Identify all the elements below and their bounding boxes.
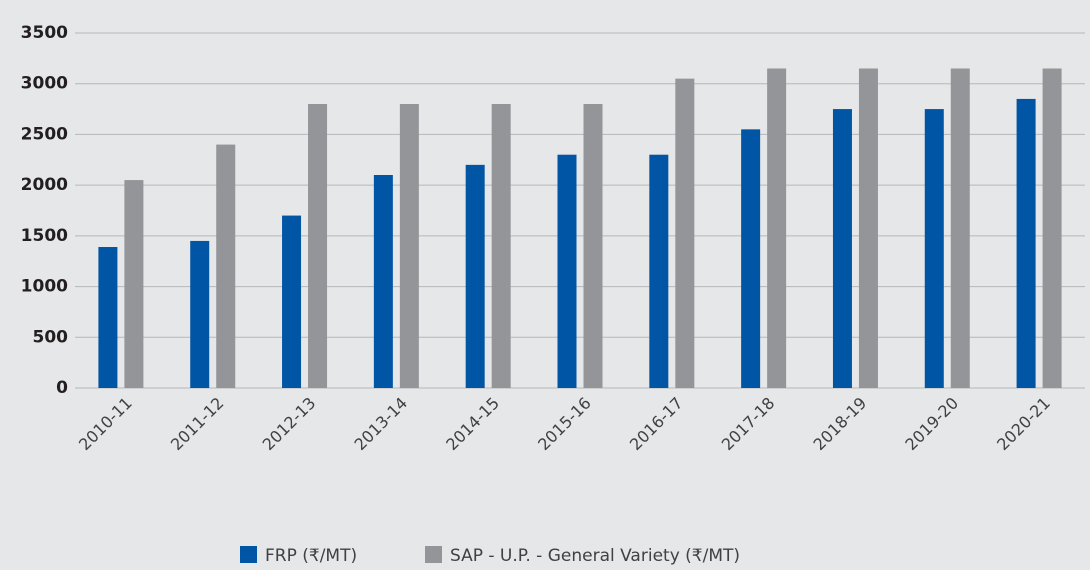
y-tick-label: 3000 <box>21 74 68 94</box>
y-tick-label: 1000 <box>21 277 68 297</box>
bar <box>583 104 603 388</box>
x-tick-label: 2012-13 <box>259 393 320 454</box>
bar <box>832 109 852 389</box>
bar <box>124 180 144 388</box>
x-tick-label: 2016-17 <box>626 393 687 454</box>
bar <box>1042 68 1062 388</box>
bar <box>308 104 328 388</box>
legend-label: SAP - U.P. - General Variety (₹/MT) <box>450 546 740 566</box>
bar <box>675 78 695 389</box>
y-tick-label: 2000 <box>21 175 68 195</box>
bar <box>491 104 511 388</box>
x-tick-label: 2013-14 <box>350 393 411 454</box>
x-tick-label: 2017-18 <box>718 393 779 454</box>
bar <box>858 68 878 388</box>
x-tick-label: 2010-11 <box>75 393 136 454</box>
x-tick-label: 2018-19 <box>810 393 871 454</box>
bar <box>98 247 118 388</box>
x-tick-label: 2011-12 <box>167 393 228 454</box>
bar <box>950 68 970 388</box>
y-tick-label: 3500 <box>21 23 68 43</box>
legend-swatch <box>240 546 257 563</box>
bar <box>190 240 210 388</box>
y-tick-label: 2500 <box>21 124 68 144</box>
legend-swatch <box>425 546 442 563</box>
bar <box>216 144 236 388</box>
bar <box>373 175 393 388</box>
bar <box>465 164 485 388</box>
y-tick-label: 500 <box>33 327 69 347</box>
bar <box>399 104 419 388</box>
y-tick-label: 1500 <box>21 226 68 246</box>
bar <box>649 154 669 388</box>
bar <box>924 109 944 389</box>
x-tick-label: 2015-16 <box>534 393 595 454</box>
bar <box>282 215 302 388</box>
bar <box>767 68 787 388</box>
y-tick-label: 0 <box>56 378 68 398</box>
bar <box>741 129 761 388</box>
x-tick-label: 2019-20 <box>901 393 962 454</box>
x-tick-label: 2020-21 <box>993 393 1054 454</box>
bar <box>557 154 577 388</box>
x-tick-label: 2014-15 <box>442 393 503 454</box>
bar <box>1016 98 1036 388</box>
legend-label: FRP (₹/MT) <box>265 546 357 566</box>
